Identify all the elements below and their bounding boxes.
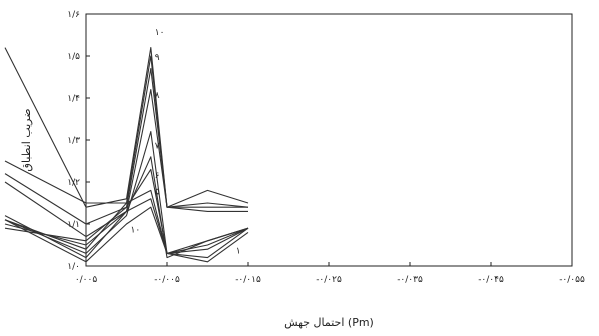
y-tick-label: ۱/۱ <box>67 220 80 230</box>
series-line-6 <box>4 156 249 259</box>
series-label: ۱۰ <box>131 225 141 235</box>
x-tick-label: -۰/۰۱۵ <box>235 275 261 285</box>
y-axis-title: ضريب انطباق <box>20 108 33 171</box>
x-tick-label: -۰/۰۴۵ <box>478 275 504 285</box>
series-label: ۱۰ <box>155 28 165 38</box>
series-line-1 <box>4 47 249 208</box>
y-tick-label: ۱/۵ <box>67 52 80 62</box>
series-line-2 <box>4 55 249 208</box>
series-label: ۸ <box>155 91 160 101</box>
y-tick-label: ۱/۰ <box>67 262 80 272</box>
series-line-9 <box>4 198 249 259</box>
series-line-10 <box>4 206 249 263</box>
series-line-5 <box>4 131 249 254</box>
series-line-4 <box>4 89 248 238</box>
x-tick-label: -۰/۰۳۵ <box>397 275 423 285</box>
series-label: ۶ <box>155 171 160 181</box>
y-tick-label: ۱/۳ <box>67 136 80 146</box>
series-label: ۹ <box>155 53 160 63</box>
series-label: ۵ <box>155 188 160 198</box>
series-line-8 <box>4 189 249 254</box>
x-tick-label: -۰/۰۲۵ <box>316 275 342 285</box>
x-axis-title: احتمال جهش (Pm) <box>284 316 374 329</box>
series-label: ۱ <box>236 246 241 256</box>
y-tick-label: ۱/۶ <box>67 10 80 20</box>
x-tick-label: -۰/۰۰۵ <box>154 275 180 285</box>
x-tick-label: -۰/۰۵۵ <box>559 275 585 285</box>
x-tick-label: ۰/۰۰۵ <box>75 275 98 285</box>
y-tick-label: ۱/۴ <box>67 94 80 104</box>
series-label: ۷ <box>155 141 160 151</box>
series-line-7 <box>4 168 249 254</box>
series-line-3 <box>4 68 248 225</box>
